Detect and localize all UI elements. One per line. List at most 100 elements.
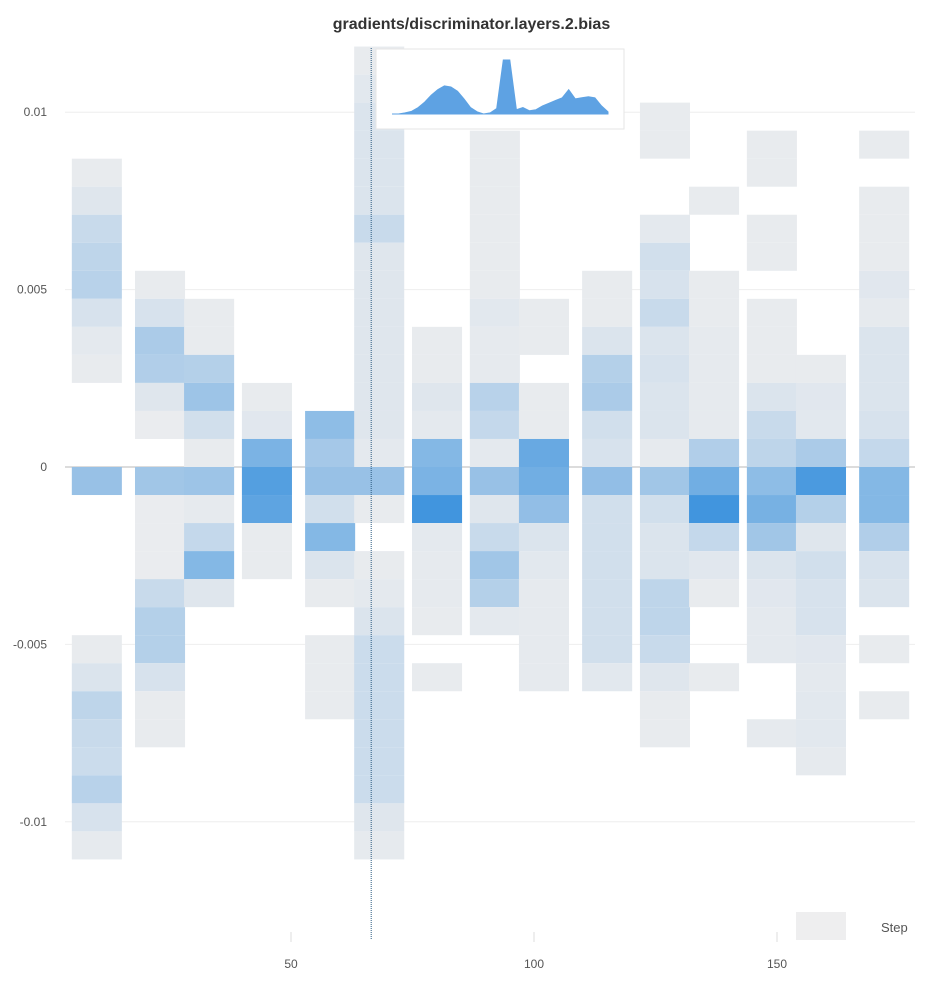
histogram-cell bbox=[859, 691, 910, 720]
histogram-cell bbox=[469, 551, 520, 580]
histogram-cell bbox=[582, 551, 633, 580]
histogram-cell bbox=[354, 130, 405, 159]
histogram-cell bbox=[689, 382, 740, 411]
histogram-column[interactable] bbox=[184, 298, 235, 608]
histogram-cell bbox=[689, 410, 740, 439]
histogram-cell bbox=[518, 635, 569, 664]
histogram-cell bbox=[354, 691, 405, 720]
histogram-cell bbox=[639, 382, 691, 411]
histogram-cell bbox=[639, 130, 691, 159]
histogram-column[interactable] bbox=[582, 270, 633, 692]
histogram-cell bbox=[639, 635, 691, 664]
histogram-cell bbox=[412, 551, 463, 580]
inset-area bbox=[392, 59, 609, 115]
histogram-column[interactable] bbox=[689, 186, 740, 692]
histogram-column[interactable] bbox=[639, 102, 691, 748]
histogram-cell bbox=[746, 719, 797, 748]
histogram-cell bbox=[412, 607, 463, 636]
histogram-cell bbox=[469, 410, 520, 439]
histogram-cell bbox=[689, 326, 740, 355]
histogram-cell bbox=[639, 102, 691, 131]
histogram-cell bbox=[305, 551, 356, 580]
histogram-cell bbox=[305, 495, 356, 524]
histogram-cell bbox=[134, 354, 186, 383]
histogram-cell bbox=[241, 438, 292, 467]
histogram-cell bbox=[241, 467, 292, 496]
histogram-column[interactable] bbox=[518, 298, 569, 692]
histogram-cell bbox=[518, 663, 569, 692]
histogram-cell bbox=[689, 270, 740, 299]
histogram-cell bbox=[582, 354, 633, 383]
histogram-cell bbox=[412, 410, 463, 439]
histogram-cell bbox=[354, 747, 405, 776]
histogram-cell bbox=[469, 523, 520, 552]
histogram-cell bbox=[582, 438, 633, 467]
histogram-cell bbox=[518, 607, 569, 636]
histogram-cell bbox=[582, 270, 633, 299]
histogram-cell bbox=[305, 438, 356, 467]
histogram-cell bbox=[795, 467, 847, 496]
histogram-cell bbox=[71, 691, 122, 720]
histogram-cell bbox=[412, 326, 463, 355]
y-tick-label: 0.005 bbox=[17, 283, 47, 297]
histogram-cell bbox=[639, 495, 691, 524]
histogram-cell bbox=[412, 523, 463, 552]
histogram-cell bbox=[305, 523, 356, 552]
histogram-cell bbox=[412, 663, 463, 692]
histogram-cell bbox=[639, 326, 691, 355]
histogram-cell bbox=[639, 242, 691, 271]
histogram-cell bbox=[412, 354, 463, 383]
histogram-column[interactable] bbox=[134, 270, 186, 748]
histogram-column[interactable] bbox=[71, 158, 122, 860]
histogram-cell bbox=[469, 354, 520, 383]
histogram-cell bbox=[354, 467, 405, 496]
histogram-cell bbox=[184, 551, 235, 580]
histogram-cell bbox=[582, 467, 633, 496]
histogram-cell bbox=[639, 551, 691, 580]
histogram-cell bbox=[71, 663, 122, 692]
histogram-cell bbox=[241, 410, 292, 439]
histogram-cell bbox=[639, 579, 691, 608]
histogram-column[interactable] bbox=[241, 382, 292, 580]
histogram-cell bbox=[582, 663, 633, 692]
histogram-cell bbox=[71, 354, 122, 383]
histogram-column[interactable] bbox=[412, 326, 463, 692]
histogram-cell bbox=[795, 635, 847, 664]
histogram-cell bbox=[746, 130, 797, 159]
histogram-column[interactable] bbox=[746, 130, 797, 748]
histogram-cell bbox=[582, 495, 633, 524]
histogram-cell bbox=[184, 438, 235, 467]
histogram-cell bbox=[795, 410, 847, 439]
histogram-column[interactable] bbox=[795, 354, 847, 776]
histogram-cell bbox=[746, 326, 797, 355]
histogram-cell bbox=[795, 747, 847, 776]
histogram-cell bbox=[859, 186, 910, 215]
histogram-cell bbox=[518, 551, 569, 580]
histogram-cell bbox=[639, 467, 691, 496]
histogram-cell bbox=[354, 242, 405, 271]
histogram-cell bbox=[184, 523, 235, 552]
histogram-cell bbox=[639, 719, 691, 748]
histogram-cell bbox=[859, 130, 910, 159]
histogram-column[interactable] bbox=[469, 130, 520, 636]
histogram-cell bbox=[354, 354, 405, 383]
histogram-cell bbox=[689, 663, 740, 692]
histogram-cell bbox=[134, 579, 186, 608]
histogram-cell bbox=[859, 382, 910, 411]
y-tick-label: 0 bbox=[40, 460, 47, 474]
histogram-column[interactable] bbox=[354, 46, 405, 860]
histogram-cell bbox=[184, 495, 235, 524]
histogram-cell bbox=[582, 326, 633, 355]
histogram-cell bbox=[795, 607, 847, 636]
histogram-cell bbox=[71, 803, 122, 832]
histogram-cell bbox=[639, 438, 691, 467]
histogram-cell bbox=[689, 354, 740, 383]
histogram-cell bbox=[582, 410, 633, 439]
histogram-cell bbox=[859, 214, 910, 243]
histogram-column[interactable] bbox=[859, 130, 910, 720]
histogram-cell bbox=[469, 242, 520, 271]
histogram-cell bbox=[134, 691, 186, 720]
histogram-cell bbox=[518, 382, 569, 411]
histogram-column[interactable] bbox=[305, 410, 356, 720]
